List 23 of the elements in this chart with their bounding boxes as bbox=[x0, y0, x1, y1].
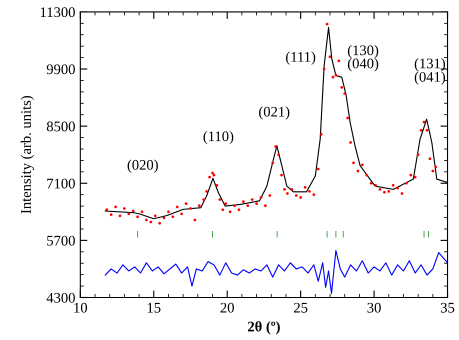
x-tick-label: 35 bbox=[440, 302, 454, 313]
x-tick-label: 20 bbox=[220, 302, 234, 313]
x-tick-label: 30 bbox=[367, 302, 381, 313]
x-tick-label: 25 bbox=[294, 302, 308, 313]
annotation: (021) bbox=[259, 106, 290, 120]
annotation: (020) bbox=[128, 160, 158, 173]
x-tick-label: 15 bbox=[148, 302, 160, 313]
y-tick-label: 8500 bbox=[46, 122, 75, 132]
y-tick-label: 11300 bbox=[40, 7, 75, 18]
annotation: (111) bbox=[286, 52, 316, 65]
line-series bbox=[104, 250, 448, 294]
x-tick-label: 10 bbox=[74, 302, 88, 313]
x-axis-title: 2θ (º) bbox=[248, 321, 280, 334]
annotation: (040) bbox=[348, 58, 378, 72]
y-tick-label: 7100 bbox=[47, 178, 75, 188]
y-tick-label: 5700 bbox=[47, 236, 75, 246]
annotation: (041) bbox=[414, 72, 446, 85]
y-tick-label: 4300 bbox=[46, 292, 75, 303]
annotation: (130) bbox=[348, 44, 378, 58]
annotation: (131) bbox=[414, 58, 446, 72]
y-axis-title: Intensity (arb. units) bbox=[20, 96, 34, 214]
annotation: (110) bbox=[204, 130, 234, 144]
y-tick-label: 9900 bbox=[46, 64, 75, 74]
